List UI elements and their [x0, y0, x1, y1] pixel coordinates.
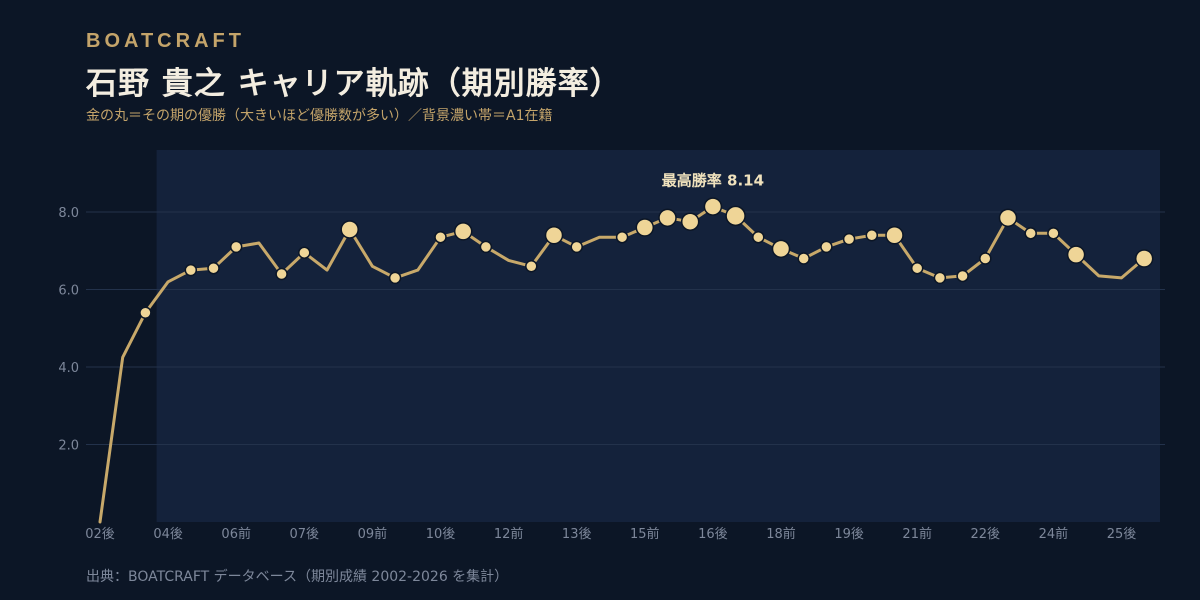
- grid-layer: [86, 211, 1165, 445]
- data-point: [1047, 227, 1060, 240]
- brand-name: BOATCRAFT: [86, 30, 245, 52]
- x-tick-label: 04後: [153, 527, 183, 542]
- data-point: [184, 263, 198, 277]
- data-point: [797, 252, 810, 265]
- data-point: [933, 271, 947, 285]
- x-tick-label: 18前: [766, 526, 796, 542]
- data-point: [544, 226, 564, 245]
- annotation-layer: 最高勝率 8.14: [662, 172, 764, 190]
- data-point: [139, 306, 152, 319]
- y-tick-label: 2.0: [58, 439, 79, 454]
- x-tick-label: 19後: [834, 527, 864, 542]
- data-point: [658, 208, 677, 228]
- y-tick-label: 8.0: [58, 206, 79, 221]
- x-tick-label: 06前: [221, 526, 251, 542]
- x-tick-label: 12前: [494, 526, 524, 542]
- data-point: [771, 239, 791, 259]
- data-point: [635, 218, 655, 237]
- a1-band: [156, 150, 1161, 522]
- data-point: [525, 260, 538, 273]
- x-axis-ticks: 02後 04後 06前 07後 09前 10後 12前 13後 15前 16後 18前 19後 21前 2…: [85, 526, 1136, 542]
- data-point: [842, 232, 856, 246]
- data-point: [1066, 245, 1086, 264]
- data-point: [885, 226, 904, 245]
- chart-subtitle: 金の丸＝その期の優勝（大きいほど優勝数が多い）／背景濃い帯＝A1在籍: [86, 108, 553, 124]
- x-tick-label: 25後: [1107, 527, 1137, 542]
- chart-title: 石野 貴之 キャリア軌跡（期別勝率）: [86, 66, 622, 102]
- data-point: [298, 246, 311, 259]
- x-tick-label: 21前: [902, 526, 932, 542]
- x-tick-label: 13後: [562, 527, 592, 542]
- data-point-layer: [139, 197, 1154, 319]
- data-point: [725, 205, 746, 227]
- data-point: [229, 240, 243, 254]
- x-tick-label: 10後: [426, 527, 456, 542]
- y-tick-label: 4.0: [58, 361, 79, 376]
- x-tick-label: 22後: [971, 527, 1001, 542]
- source-note: 出典：BOATCRAFT データベース（期別成績 2002-2026 を集計）: [86, 569, 509, 585]
- data-point: [865, 229, 879, 242]
- data-point: [207, 261, 220, 275]
- a1-band-layer: [156, 150, 1161, 522]
- data-point: [434, 230, 447, 244]
- data-point: [998, 208, 1018, 228]
- data-point: [956, 269, 969, 283]
- data-point: [703, 197, 723, 216]
- data-point: [570, 240, 583, 254]
- data-point: [479, 240, 493, 254]
- x-tick-label: 16後: [698, 527, 728, 542]
- x-tick-label: 15前: [630, 526, 660, 542]
- peak-annotation: 最高勝率 8.14: [662, 172, 764, 190]
- data-point: [979, 252, 992, 265]
- x-tick-label: 02後: [85, 527, 115, 542]
- data-point: [910, 261, 924, 275]
- data-point: [275, 267, 288, 281]
- data-point: [1024, 227, 1037, 240]
- y-axis-ticks: 2.0 4.0 6.0 8.0: [58, 206, 79, 454]
- data-point: [820, 240, 833, 254]
- data-point: [388, 271, 402, 285]
- x-tick-label: 07後: [290, 527, 320, 542]
- data-point: [752, 230, 765, 244]
- x-tick-label: 24前: [1039, 526, 1069, 542]
- data-point: [1134, 249, 1154, 268]
- data-point: [680, 212, 700, 231]
- y-tick-label: 6.0: [58, 284, 79, 299]
- data-point: [453, 222, 473, 241]
- data-point: [615, 230, 629, 244]
- x-tick-label: 09前: [358, 526, 388, 542]
- data-point: [340, 220, 359, 239]
